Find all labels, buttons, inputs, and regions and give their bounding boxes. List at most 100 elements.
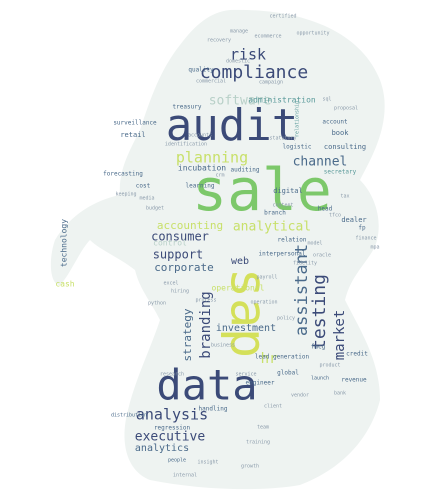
- word-commercial: commercial: [196, 79, 226, 85]
- word-analytics: analytics: [135, 443, 189, 454]
- word-engineer: engineer: [246, 380, 275, 387]
- word-global: global: [277, 370, 299, 377]
- word-investment: investment: [216, 323, 276, 334]
- word-book: book: [332, 129, 350, 137]
- word-python: python: [148, 301, 166, 307]
- word-interpersonal: interpersonal: [259, 251, 306, 258]
- word-software: software: [209, 94, 272, 109]
- word-analytical: analytical: [233, 220, 311, 235]
- word-opportunity: opportunity: [296, 31, 329, 37]
- word-identification: identification: [165, 142, 207, 148]
- word-fidelity: fidelity: [293, 261, 317, 267]
- word-fp: fp: [358, 225, 366, 232]
- word-auditing: auditing: [231, 167, 260, 174]
- word-dealer: dealer: [341, 216, 366, 224]
- word-client: client: [264, 404, 282, 410]
- word-compliance: compliance: [200, 62, 308, 83]
- word-forecasting: forecasting: [103, 171, 143, 178]
- word-people: people: [168, 458, 186, 464]
- word-crm: crm: [215, 173, 224, 179]
- word-relation: relation: [278, 237, 307, 244]
- word-assistant: assistant: [292, 244, 312, 336]
- word-bank: bank: [334, 391, 346, 397]
- word-account: account: [322, 119, 348, 126]
- word-digital: digital: [273, 187, 303, 195]
- word-media: media: [139, 196, 154, 202]
- word-learning: learning: [186, 183, 215, 190]
- word-head: head: [318, 206, 333, 213]
- word-model: model: [307, 241, 322, 247]
- word-ecommerce: ecommerce: [254, 34, 281, 40]
- word-research: research: [160, 372, 184, 378]
- word-branding: branding: [198, 291, 214, 358]
- word-cost: cost: [136, 183, 151, 190]
- word-business: business: [211, 343, 235, 349]
- word-accounting: accounting: [157, 219, 223, 232]
- word-process: process: [195, 298, 216, 304]
- word-administration: administration: [248, 96, 316, 105]
- word-operational: operational: [212, 284, 265, 293]
- word-sale: sale: [192, 156, 332, 224]
- word-content: content: [272, 203, 293, 209]
- word-lead-generation: lead generation: [255, 354, 310, 361]
- word-product: product: [319, 363, 340, 369]
- word-surveillance: surveillance: [113, 120, 157, 127]
- word-finance: finance: [355, 236, 376, 242]
- word-team: team: [257, 425, 269, 431]
- word-tfco: tfco: [329, 213, 341, 219]
- word-payroll: payroll: [256, 275, 277, 281]
- word-credit: credit: [346, 351, 368, 358]
- word-risk: risk: [230, 46, 266, 64]
- word-web: web: [231, 256, 249, 267]
- word-corporate: corporate: [154, 261, 214, 274]
- word-control: control: [153, 239, 187, 248]
- word-secretary: secretary: [324, 169, 357, 176]
- word-launch: launch: [311, 376, 329, 382]
- word-market: market: [332, 310, 348, 361]
- word-recovery: recovery: [207, 38, 231, 44]
- word-relationship: relationship: [295, 101, 301, 137]
- word-insight: insight: [197, 460, 218, 466]
- word-vendor: vendor: [291, 393, 309, 399]
- word-excel: excel: [163, 281, 178, 287]
- word-testing: testing: [309, 274, 330, 350]
- word-mpa: mpa: [370, 245, 379, 251]
- word-channel: channel: [293, 155, 348, 170]
- word-regression: regression: [154, 425, 191, 432]
- word-tax: tax: [340, 194, 349, 200]
- word-proposal: proposal: [334, 106, 358, 112]
- word-operation: operation: [250, 300, 277, 306]
- word-executive: executive: [135, 430, 206, 445]
- word-incubation: incubation: [178, 164, 226, 173]
- word-revenue: revenue: [341, 377, 367, 384]
- word-policy: policy: [277, 316, 295, 322]
- word-retail: retail: [120, 131, 145, 139]
- word-accounts: accounts: [188, 133, 212, 139]
- word-internal: internal: [173, 473, 197, 479]
- word-consumer: consumer: [151, 230, 209, 244]
- word-quality: quality: [188, 67, 214, 74]
- word-treasury: treasury: [173, 104, 202, 111]
- word-statutory: statutory: [269, 136, 296, 142]
- word-cash: cash: [55, 280, 74, 289]
- word-logistic: logistic: [283, 144, 312, 151]
- word-support: support: [153, 248, 204, 262]
- word-hr: hr: [261, 351, 278, 367]
- word-audit: audit: [166, 100, 298, 151]
- word-strategy: strategy: [181, 308, 194, 361]
- word-planning: planning: [176, 149, 248, 167]
- word-sql: sql: [322, 97, 331, 103]
- word-oracle: oracle: [313, 253, 331, 259]
- word-training: training: [246, 440, 270, 446]
- word-manage: manage: [230, 29, 248, 35]
- word-fmcg: fmcg: [311, 344, 326, 351]
- word-technology: technology: [60, 219, 69, 267]
- word-analysis: analysis: [136, 406, 208, 424]
- word-domestic: domestic: [226, 59, 250, 65]
- word-branch: branch: [264, 210, 286, 217]
- word-campaign: campaign: [259, 80, 283, 86]
- word-certified: certified: [269, 14, 296, 20]
- word-consulting: consulting: [324, 143, 366, 151]
